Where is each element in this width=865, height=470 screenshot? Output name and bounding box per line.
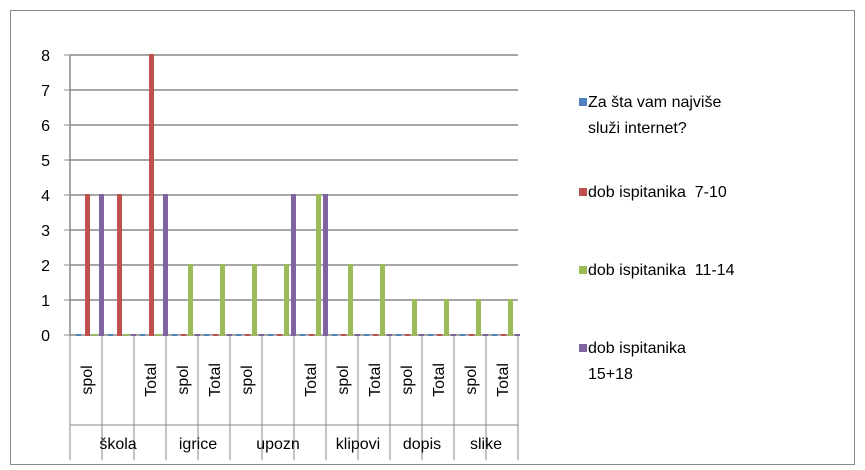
bar	[460, 334, 465, 336]
bar	[220, 264, 225, 336]
bar	[300, 334, 305, 336]
bar	[213, 334, 218, 336]
bar	[341, 334, 346, 336]
x-tick-label: spol	[175, 365, 192, 394]
x-tick-label: spol	[335, 365, 352, 394]
x-tick-label: Total	[495, 363, 512, 397]
x-tick-label: spol	[79, 365, 96, 394]
bar	[76, 334, 81, 336]
x-tick-label: Total	[431, 363, 448, 397]
bar	[316, 194, 321, 336]
legend-label: dob ispitanika 15+18	[588, 340, 695, 383]
bar	[501, 334, 506, 336]
bar	[131, 334, 136, 336]
bar	[428, 334, 433, 336]
bar	[149, 54, 154, 336]
y-tick-label: 8	[41, 48, 50, 65]
bar	[181, 334, 186, 336]
bar	[492, 334, 497, 336]
bar	[85, 194, 90, 336]
bar	[309, 334, 314, 336]
bar	[92, 334, 97, 336]
bar	[387, 334, 392, 336]
bar	[396, 334, 401, 336]
x-tick-label: Total	[207, 363, 224, 397]
bar	[108, 334, 113, 336]
group-label: slike	[470, 436, 502, 453]
bar	[373, 334, 378, 336]
group-label: dopis	[403, 436, 441, 453]
bar	[277, 334, 282, 336]
bar	[437, 334, 442, 336]
legend-label: dob ispitanika 11-14	[588, 262, 735, 279]
bar	[245, 334, 250, 336]
bar	[476, 299, 481, 336]
bar	[332, 334, 337, 336]
bar	[412, 299, 417, 336]
legend-entry: dob ispitanika 15+18	[579, 336, 838, 388]
y-tick-label: 5	[41, 153, 50, 170]
legend-entry: Za šta vam najviše služi internet?	[579, 90, 838, 142]
bar	[364, 334, 369, 336]
legend-swatch	[579, 266, 587, 274]
y-tick-label: 3	[41, 223, 50, 240]
bar	[469, 334, 474, 336]
bar	[99, 194, 104, 336]
bar	[444, 299, 449, 336]
bar	[483, 334, 488, 336]
bar	[195, 334, 200, 336]
bar	[117, 194, 122, 336]
group-label: klipovi	[336, 436, 380, 453]
legend-swatch	[579, 344, 587, 352]
y-tick-label: 0	[41, 328, 50, 345]
bar	[323, 194, 328, 336]
bar	[451, 334, 456, 336]
bar	[188, 264, 193, 336]
x-tick-label: spol	[399, 365, 416, 394]
x-tick-label: Total	[143, 363, 160, 397]
y-tick-label: 7	[41, 83, 50, 100]
group-label: upozn	[256, 436, 300, 453]
bar	[204, 334, 209, 336]
bar	[380, 264, 385, 336]
bar	[508, 299, 513, 336]
bar	[227, 334, 232, 336]
group-label: igrice	[179, 436, 217, 453]
x-tick-label: Total	[303, 363, 320, 397]
legend-entry: dob ispitanika 11-14	[579, 258, 838, 284]
y-tick-label: 2	[41, 258, 50, 275]
bar	[284, 264, 289, 336]
x-tick-label: spol	[463, 365, 480, 394]
x-tick-label: Total	[367, 363, 384, 397]
bar	[259, 334, 264, 336]
bar	[268, 334, 273, 336]
bar	[419, 334, 424, 336]
group-label: škola	[99, 436, 136, 453]
legend-label: Za šta vam najviše služi internet?	[588, 94, 726, 137]
bar	[163, 194, 168, 336]
bar	[124, 334, 129, 336]
legend-label: dob ispitanika 7-10	[588, 184, 727, 201]
y-tick-label: 1	[41, 293, 50, 310]
bar	[348, 264, 353, 336]
bar	[515, 334, 520, 336]
legend-swatch	[579, 98, 587, 106]
bar	[405, 334, 410, 336]
bar	[140, 334, 145, 336]
y-tick-label: 4	[41, 188, 50, 205]
legend-swatch	[579, 188, 587, 196]
legend-entry: dob ispitanika 7-10	[579, 180, 838, 206]
x-tick-label: spol	[239, 365, 256, 394]
bar	[236, 334, 241, 336]
bar	[252, 264, 257, 336]
bar	[291, 194, 296, 336]
y-tick-label: 6	[41, 118, 50, 135]
bar	[156, 334, 161, 336]
bar	[355, 334, 360, 336]
bar	[172, 334, 177, 336]
